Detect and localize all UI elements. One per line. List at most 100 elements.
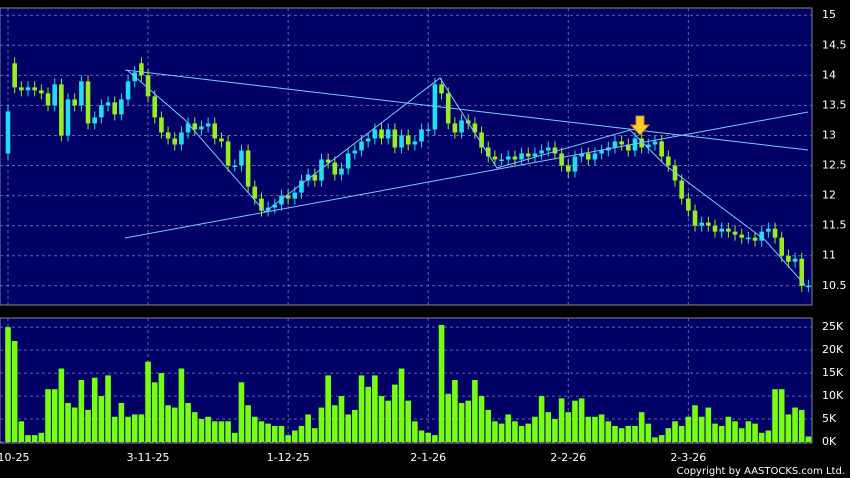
volume-bar (725, 416, 732, 442)
candle-body (45, 93, 51, 106)
candle-body (666, 156, 671, 166)
candle-body (686, 198, 691, 211)
candle-body (79, 81, 84, 106)
volume-bar (772, 389, 778, 442)
zigzag-line (126, 69, 806, 286)
candle-body (299, 180, 304, 193)
volume-bar (11, 340, 18, 442)
candle-body (19, 87, 24, 91)
volume-bar (58, 368, 65, 442)
candle-body (772, 228, 778, 238)
candle-body (739, 234, 744, 238)
candle-body (385, 129, 391, 139)
candle-body (545, 147, 551, 151)
axes: 10.5 11 11.5 12 12.5 13 13.5 14 14.5 15 0K 5K 10K 15K… (0, 8, 847, 464)
candle-body (505, 156, 511, 160)
candles (5, 57, 811, 292)
x-tick-label: 3-11-25 (127, 451, 170, 464)
candle-body (579, 153, 584, 157)
volume-bar (452, 380, 458, 442)
trend-lines (124, 69, 809, 286)
y-tick-label: 11.5 (822, 219, 847, 232)
trend-line (124, 111, 809, 239)
volume-bar (498, 423, 505, 442)
volume-bar (792, 407, 798, 442)
volume-bar (678, 425, 685, 442)
volume-bar (458, 402, 465, 442)
volume-bar (318, 407, 325, 442)
candle-body (405, 135, 411, 145)
arrow (629, 115, 651, 136)
candle-body (172, 138, 178, 145)
volume-bar (665, 428, 672, 442)
candle-body (185, 123, 191, 133)
candle-body (412, 141, 418, 145)
volume-bar (652, 437, 658, 442)
volume-bar (712, 423, 718, 442)
volume-bar (572, 400, 578, 442)
candle-body (746, 237, 751, 240)
candle-body (319, 159, 324, 181)
candle-body (632, 138, 638, 151)
candle-body (159, 117, 164, 133)
volume-bar (265, 423, 271, 442)
y-tick-label: 13.5 (822, 98, 847, 111)
y-tick-label: 15 (822, 8, 836, 21)
volume-bar (165, 405, 171, 442)
candle-body (145, 75, 151, 97)
volume-bar (405, 400, 411, 442)
volume-bar (45, 389, 51, 442)
volume-bar (211, 421, 218, 442)
volume-bar (732, 421, 738, 442)
x-tick-label: 2-2-26 (550, 451, 586, 464)
candle-body (485, 147, 491, 157)
volume-bar (185, 402, 191, 442)
x-tick-label: 2-1-26 (410, 451, 446, 464)
volume-bar (525, 423, 532, 442)
candle-body (445, 93, 451, 124)
volume-bar (298, 425, 305, 442)
volume-bar (592, 416, 598, 442)
volume-bar (98, 396, 105, 442)
candle-body (572, 156, 578, 172)
candle-body (459, 120, 464, 133)
volume-tick-label: 0K (822, 435, 837, 448)
volume-bar (798, 409, 805, 442)
volume-bar (65, 402, 71, 442)
volume-bar (225, 421, 231, 442)
volume-bar (198, 419, 205, 442)
volume-bar (372, 375, 378, 442)
volume-bar (685, 416, 692, 442)
volume-bars (5, 324, 812, 442)
volume-bar (365, 386, 371, 442)
candle-body (626, 144, 631, 151)
volume-bar (272, 425, 278, 442)
volume-tick-label: 10K (822, 389, 844, 402)
candle-body (259, 198, 264, 211)
volume-bar (312, 428, 318, 442)
x-tick-label: 2-3-26 (670, 451, 706, 464)
volume-bar (245, 405, 251, 442)
candle-body (305, 174, 311, 181)
volume-bar (238, 382, 245, 442)
volume-bar (218, 421, 225, 442)
volume-bar (345, 414, 351, 442)
candle-body (419, 129, 424, 142)
candle-body (525, 153, 531, 157)
candle-body (25, 87, 31, 91)
volume-bar (278, 425, 285, 442)
volume-bar (151, 382, 158, 442)
volume-bar (438, 324, 445, 442)
candle-body (12, 63, 17, 88)
candle-body (512, 156, 518, 160)
candle-body (779, 237, 785, 256)
candle-body (345, 153, 351, 169)
candle-body (105, 102, 111, 106)
candle-body (65, 99, 71, 136)
candle-body (499, 159, 504, 162)
volume-bar (358, 375, 365, 442)
volume-bar (578, 398, 585, 442)
candle-body (472, 123, 478, 133)
candle-body (532, 153, 538, 157)
volume-bar (625, 425, 632, 442)
